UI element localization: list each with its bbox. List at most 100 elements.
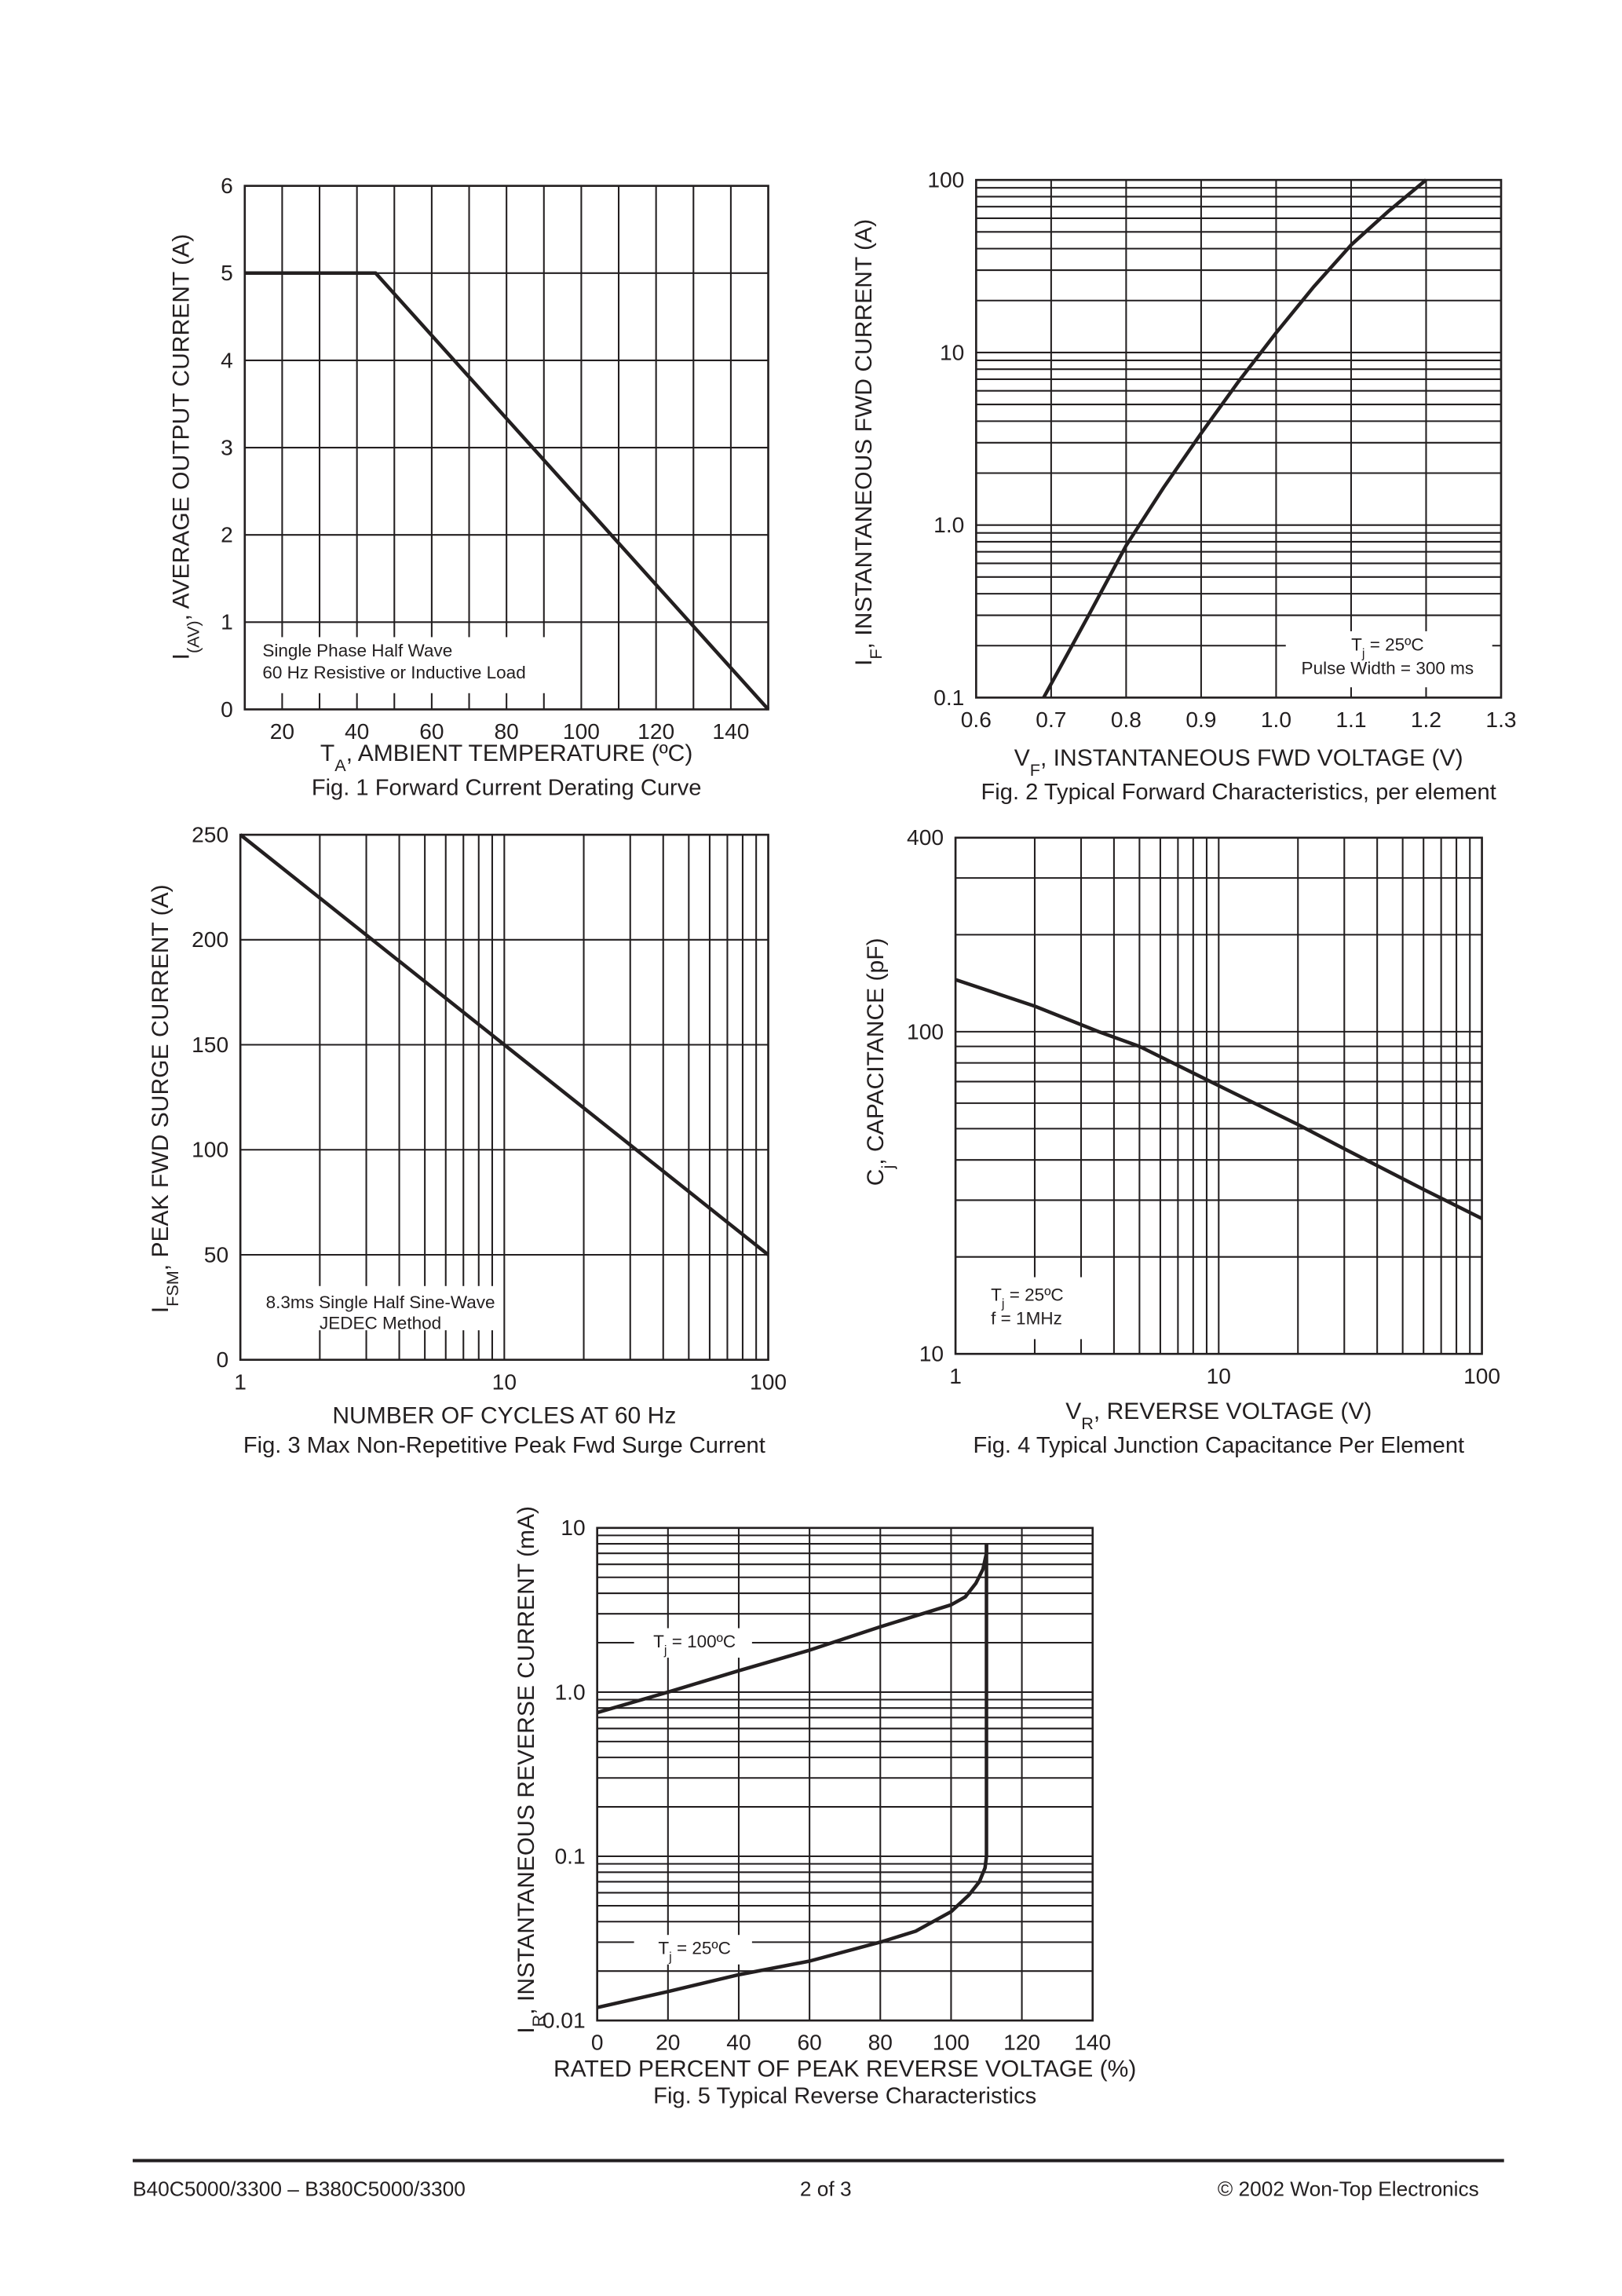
x-tick-label: 0.8 [1111, 707, 1142, 732]
x-tick-label: 20 [270, 718, 294, 744]
x-tick-label: 100 [750, 1369, 787, 1394]
x-tick-label: 100 [1463, 1363, 1500, 1388]
annotation-line: f = 1MHz [991, 1309, 1062, 1329]
plot-frame [596, 1526, 1094, 2022]
plot-frame [243, 185, 769, 711]
figure-caption: Fig. 4 Typical Junction Capacitance Per … [973, 1433, 1464, 1458]
series-label-main: T [653, 1632, 664, 1651]
y-axis-title: IFSM, PEAK FWD SURGE CURRENT (A) [148, 884, 182, 1313]
footer-part-number: B40C5000/3300 – B380C5000/3300 [133, 2177, 466, 2201]
footer-copyright: © 2002 Won-Top Electronics [1218, 2177, 1479, 2201]
x-axis-title: TA, AMBIENT TEMPERATURE (ºC) [320, 740, 693, 775]
figure-caption: Fig. 3 Max Non-Repetitive Peak Fwd Surge… [243, 1433, 765, 1458]
x-axis-title-rest: , INSTANTANEOUS FWD VOLTAGE (V) [1040, 745, 1463, 771]
annotation-background [250, 637, 553, 693]
figure-caption: Fig. 2 Typical Forward Characteristics, … [981, 780, 1496, 805]
y-tick-label: 10 [561, 1515, 585, 1540]
y-tick-label: 100 [907, 1018, 944, 1044]
x-tick-label: 140 [1074, 2030, 1111, 2055]
x-tick-label: 1 [949, 1363, 962, 1388]
y-axis-title-rest: , AVERAGE OUTPUT CURRENT (A) [168, 234, 194, 621]
annotation-line-subscript: j [1361, 646, 1365, 660]
y-tick-label: 5 [221, 260, 233, 285]
grid [243, 185, 769, 711]
x-axis-title-subscript: A [334, 755, 346, 775]
x-tick-label: 1.1 [1335, 707, 1366, 732]
y-axis-title: IF, INSTANTANEOUS FWD CURRENT (A) [851, 219, 886, 666]
y-tick-label: 10 [919, 1341, 944, 1366]
y-tick-label: 0 [221, 696, 233, 722]
x-tick-label: 100 [563, 718, 600, 744]
series-label: Tj = 25ºC [658, 1939, 731, 1965]
x-tick-label: 60 [797, 2030, 821, 2055]
y-tick-label: 0.1 [554, 1843, 585, 1868]
annotation-line: Tj = 25ºC [991, 1285, 1064, 1311]
y-axis-title-rest: , PEAK FWD SURGE CURRENT (A) [148, 884, 174, 1270]
x-axis-title: NUMBER OF CYCLES AT 60 Hz [332, 1402, 676, 1428]
plot-frame [975, 178, 1503, 699]
y-tick-label: 3 [221, 434, 233, 459]
series-label-rest: = 25ºC [672, 1939, 731, 1958]
annotation-line: Tj = 25ºC [1351, 634, 1424, 660]
y-axis-title-main: C [863, 1169, 889, 1186]
x-axis-title-rest: , REVERSE VOLTAGE (V) [1094, 1398, 1372, 1424]
series-label-main: T [658, 1939, 669, 1958]
x-tick-label: 80 [494, 718, 518, 744]
y-tick-label: 1.0 [933, 512, 964, 537]
annotation-background [1285, 631, 1492, 688]
x-axis-title-subscript: F [1030, 759, 1040, 779]
annotation-line: 60 Hz Resistive or Inductive Load [262, 663, 525, 682]
figure-1: 20 40 60 80 100 120 140 0 1 2 3 4 5 6 TA, AMBIENT TEMP… [168, 173, 770, 800]
x-tick-label: 80 [868, 2030, 893, 2055]
series-line-1 [955, 978, 1483, 1220]
figure-3: 1 10 100 0 50 100 150 200 250 NUMBER OF CYCLES AT… [148, 821, 787, 1458]
y-tick-label: 4 [221, 347, 233, 372]
y-axis-title-subscript: j [878, 1165, 897, 1170]
y-tick-label: 0.1 [933, 685, 964, 710]
y-axis-title-rest: , INSTANTANEOUS FWD CURRENT (A) [851, 219, 877, 649]
y-axis-title-main: I [148, 1307, 174, 1313]
grid [955, 836, 1483, 1355]
series-label-background [634, 1628, 752, 1658]
y-tick-label: 0.01 [542, 2008, 586, 2033]
x-tick-label: 1.3 [1485, 707, 1516, 732]
y-tick-label: 100 [192, 1137, 228, 1162]
annotation-line-rest: = 25ºC [1005, 1285, 1064, 1305]
annotation-line: Single Phase Half Wave [262, 641, 452, 660]
x-tick-label: 10 [1207, 1363, 1231, 1388]
y-axis-title-rest: , INSTANTANEOUS REVERSE CURRENT (mA) [513, 1506, 539, 2015]
x-tick-label: 0.7 [1036, 707, 1066, 732]
y-axis-title-main: I [513, 2027, 539, 2033]
grid [239, 834, 769, 1361]
x-axis-title-rest: , AMBIENT TEMPERATURE (ºC) [346, 740, 693, 766]
annotation-line-main: T [1351, 634, 1362, 654]
series-line-1 [239, 833, 769, 1256]
series-line-2 [597, 1544, 988, 2009]
y-tick-label: 50 [204, 1241, 228, 1267]
y-tick-label: 150 [192, 1032, 228, 1057]
y-tick-label: 10 [940, 339, 964, 364]
y-tick-label: 100 [927, 167, 964, 192]
series-label-rest: = 100ºC [667, 1632, 736, 1651]
x-tick-label: 1.0 [1261, 707, 1291, 732]
x-tick-label: 10 [492, 1369, 517, 1394]
y-tick-label: 6 [221, 173, 233, 198]
grid [975, 179, 1503, 699]
x-axis-title-main: RATED PERCENT OF PEAK REVERSE VOLTAGE (%… [553, 2057, 1136, 2082]
plot-frame [954, 836, 1483, 1355]
series-line-1 [597, 1544, 988, 1715]
figure-caption: Fig. 5 Typical Reverse Characteristics [653, 2083, 1036, 2108]
y-tick-label: 2 [221, 522, 233, 547]
x-tick-label: 0 [591, 2030, 604, 2055]
x-axis-title: RATED PERCENT OF PEAK REVERSE VOLTAGE (%… [553, 2057, 1136, 2082]
annotation-line: 8.3ms Single Half Sine-Wave [266, 1292, 495, 1312]
y-axis-title: IR, INSTANTANEOUS REVERSE CURRENT (mA) [513, 1506, 548, 2034]
y-axis-title-subscript: FSM [163, 1270, 182, 1307]
x-tick-label: 120 [1003, 2030, 1040, 2055]
x-axis-title: VF, INSTANTANEOUS FWD VOLTAGE (V) [1014, 745, 1463, 779]
y-tick-label: 1.0 [554, 1679, 585, 1704]
annotation-line-subscript: j [1001, 1297, 1005, 1311]
